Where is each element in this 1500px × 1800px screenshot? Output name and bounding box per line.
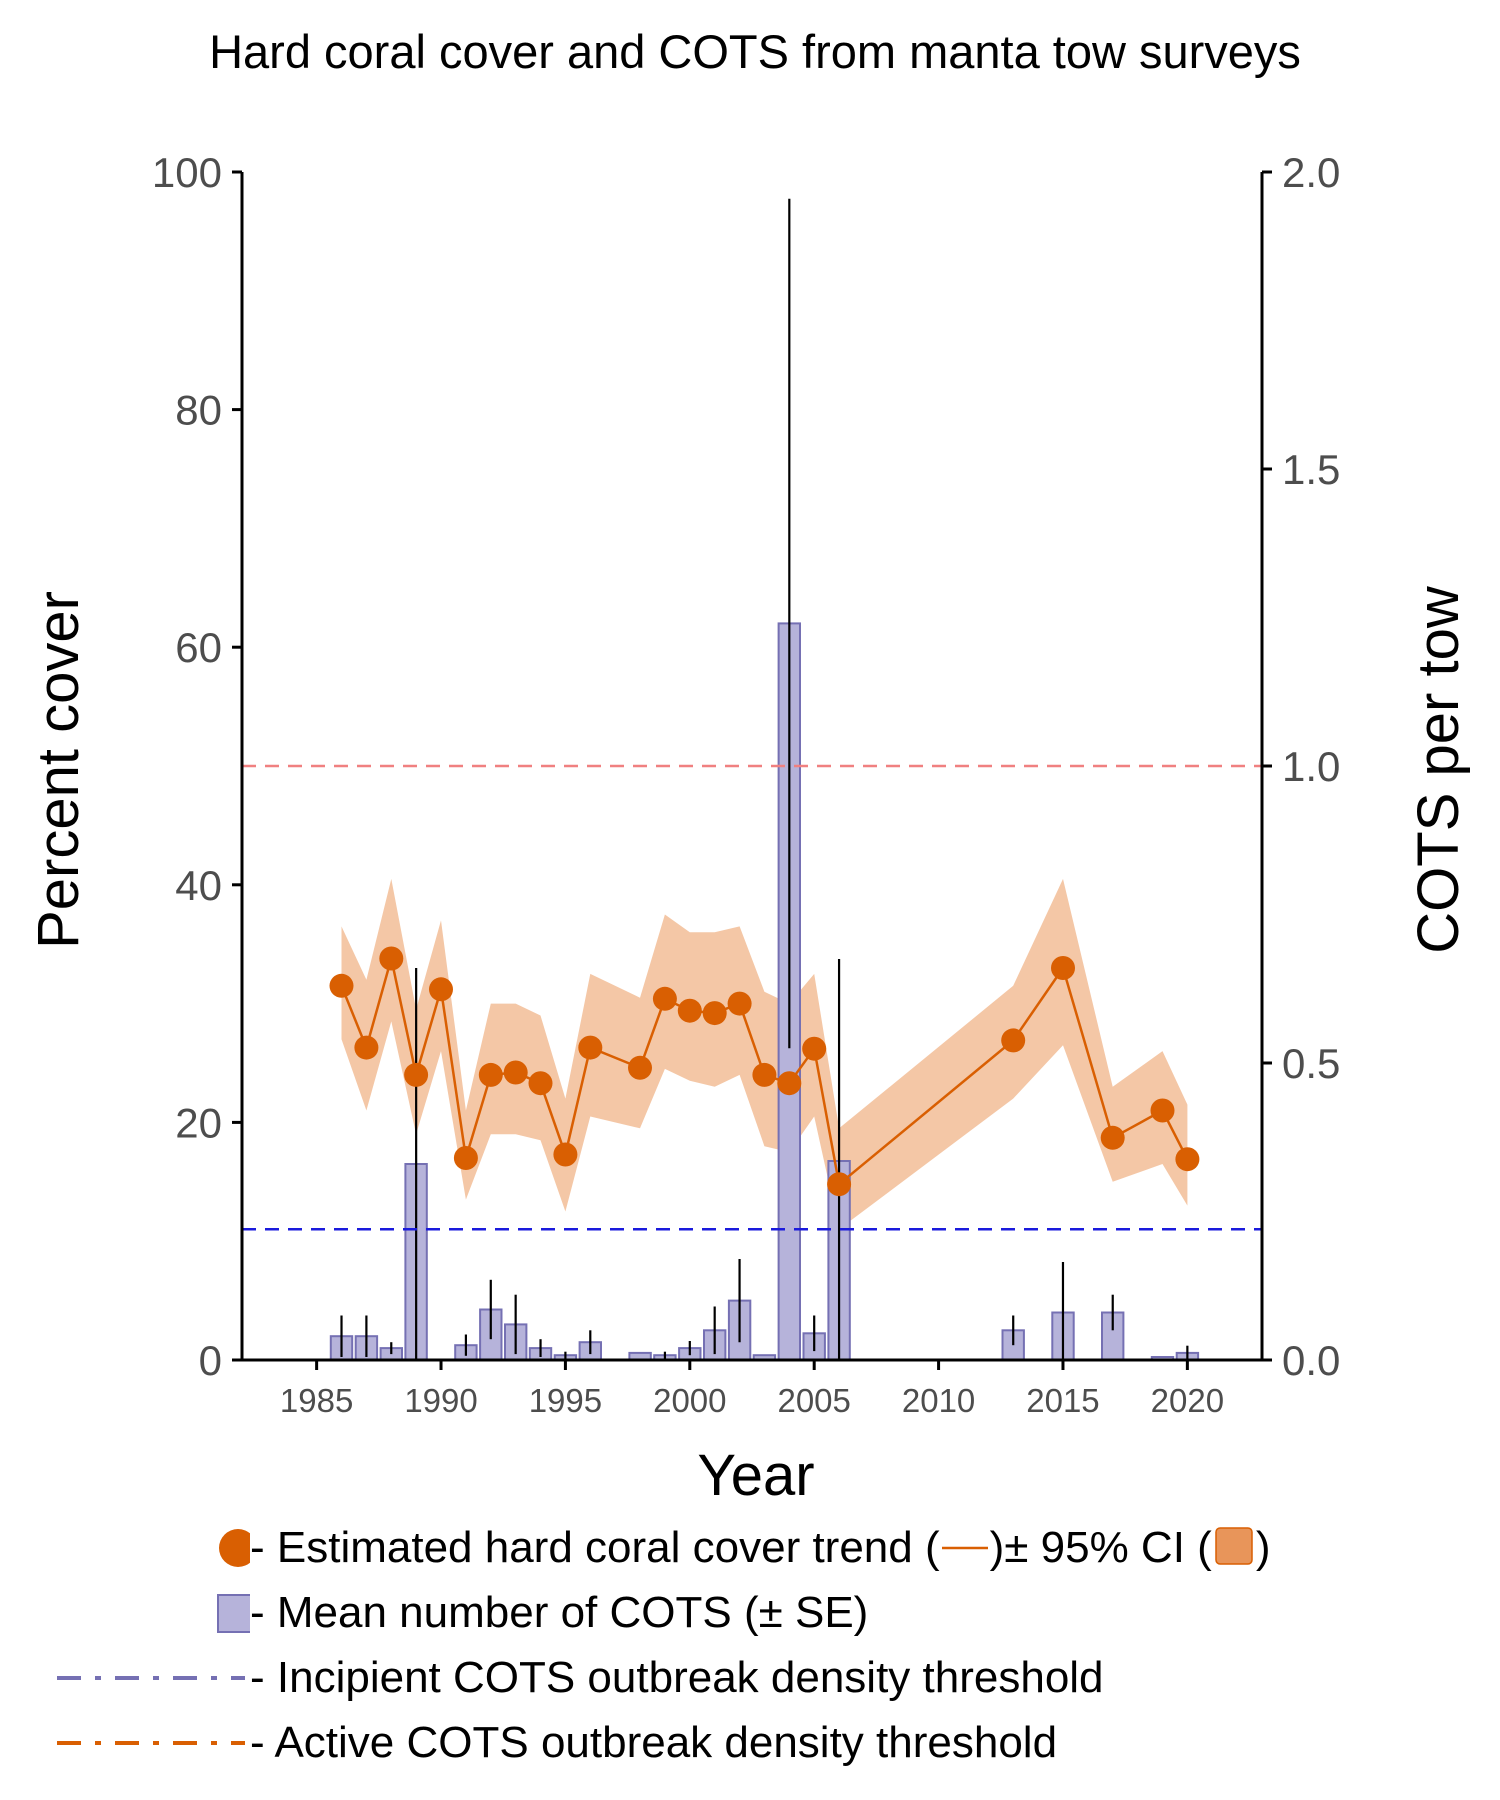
chart-title: Hard coral cover and COTS from manta tow… xyxy=(209,25,1301,78)
coral-point xyxy=(827,1172,852,1197)
y-axis-right-label: COTS per tow xyxy=(1406,585,1471,954)
x-tick-label: 1990 xyxy=(404,1382,477,1419)
coral-point xyxy=(702,1001,727,1026)
coral-point xyxy=(503,1060,528,1085)
legend-ci-swatch xyxy=(1215,1527,1253,1565)
x-tick-label: 2010 xyxy=(902,1382,975,1419)
x-tick-label: 2015 xyxy=(1026,1382,1099,1419)
y-left-tick-label: 100 xyxy=(152,149,222,196)
legend-coral-line-icon xyxy=(941,1546,988,1550)
x-tick-label: 1985 xyxy=(280,1382,353,1419)
coral-point xyxy=(528,1071,553,1096)
coral-point xyxy=(1150,1098,1175,1123)
coral-trend-layer xyxy=(329,946,1200,1197)
coral-point xyxy=(553,1142,578,1167)
legend-coral-ci-text: )± 95% CI ( xyxy=(989,1523,1212,1572)
y-left-tick-label: 80 xyxy=(175,387,222,434)
coral-point xyxy=(677,998,702,1023)
legend-coral-text: - Estimated hard coral cover trend ( xyxy=(250,1523,940,1572)
coral-point xyxy=(404,1062,429,1087)
coral-point xyxy=(379,946,404,971)
legend-coral-end: ) xyxy=(1255,1523,1271,1572)
y-left-tick-label: 40 xyxy=(175,862,222,909)
y-right-tick-label: 1.5 xyxy=(1282,446,1340,493)
x-tick-label: 2000 xyxy=(653,1382,726,1419)
y-right-tick-label: 2.0 xyxy=(1282,149,1340,196)
legend-coral-marker xyxy=(219,1529,250,1567)
coral-point xyxy=(1051,956,1075,980)
y-left-tick-label: 0 xyxy=(199,1337,222,1384)
legend-cots-text: - Mean number of COTS (± SE) xyxy=(250,1588,869,1637)
coral-point xyxy=(1175,1147,1200,1172)
coral-point xyxy=(354,1035,379,1060)
x-tick-label: 1995 xyxy=(529,1382,602,1419)
y-left-tick-label: 20 xyxy=(175,1099,222,1146)
y-right-tick-label: 0.0 xyxy=(1282,1337,1340,1384)
coral-point xyxy=(578,1035,603,1060)
legend-row-incipient: - Incipient COTS outbreak density thresh… xyxy=(55,1648,1104,1708)
x-axis-label: Year xyxy=(697,1443,814,1508)
legend-row-cots: - Mean number of COTS (± SE) xyxy=(55,1583,868,1643)
y-left-tick-label: 60 xyxy=(175,624,222,671)
x-tick-label: 2005 xyxy=(777,1382,850,1419)
coral-point xyxy=(1001,1028,1026,1053)
legend-incipient-text: - Incipient COTS outbreak density thresh… xyxy=(250,1653,1104,1702)
coral-point xyxy=(802,1036,827,1061)
ci-band-layer xyxy=(341,878,1188,1230)
coral-point xyxy=(727,991,752,1016)
coral-point xyxy=(478,1062,503,1087)
legend-active-text: - Active COTS outbreak density threshold xyxy=(250,1718,1058,1767)
legend-row-coral: - Estimated hard coral cover trend ( )± … xyxy=(55,1518,1270,1578)
legend-cots-swatch xyxy=(217,1594,250,1633)
coral-point xyxy=(752,1062,777,1087)
coral-point xyxy=(628,1055,652,1080)
coral-point xyxy=(329,973,354,998)
coral-point xyxy=(453,1146,478,1170)
coral-point xyxy=(429,977,453,1002)
coral-point xyxy=(652,986,677,1011)
y-right-tick-label: 1.0 xyxy=(1282,743,1340,790)
ci-band xyxy=(341,878,1188,1230)
threshold-lines-layer xyxy=(242,764,1262,1231)
y-axis-left-label: Percent cover xyxy=(26,591,91,949)
y-right-tick-label: 0.5 xyxy=(1282,1040,1340,1087)
chart: Hard coral cover and COTS from manta tow… xyxy=(26,25,1471,1508)
coral-point xyxy=(777,1071,802,1096)
coral-point xyxy=(1100,1125,1125,1150)
cots-bars-layer xyxy=(329,198,1200,1362)
legend-active-dash-icon xyxy=(57,1741,245,1745)
axes-layer: 0 20 40 60 80 100 0.0 0.5 1.0 1.5 2.0 1985 1990 1995 2… xyxy=(152,149,1340,1419)
legend-incipient-dash-icon xyxy=(57,1676,245,1680)
x-tick-label: 2020 xyxy=(1151,1382,1224,1419)
legend-row-active: - Active COTS outbreak density threshold xyxy=(55,1713,1057,1773)
